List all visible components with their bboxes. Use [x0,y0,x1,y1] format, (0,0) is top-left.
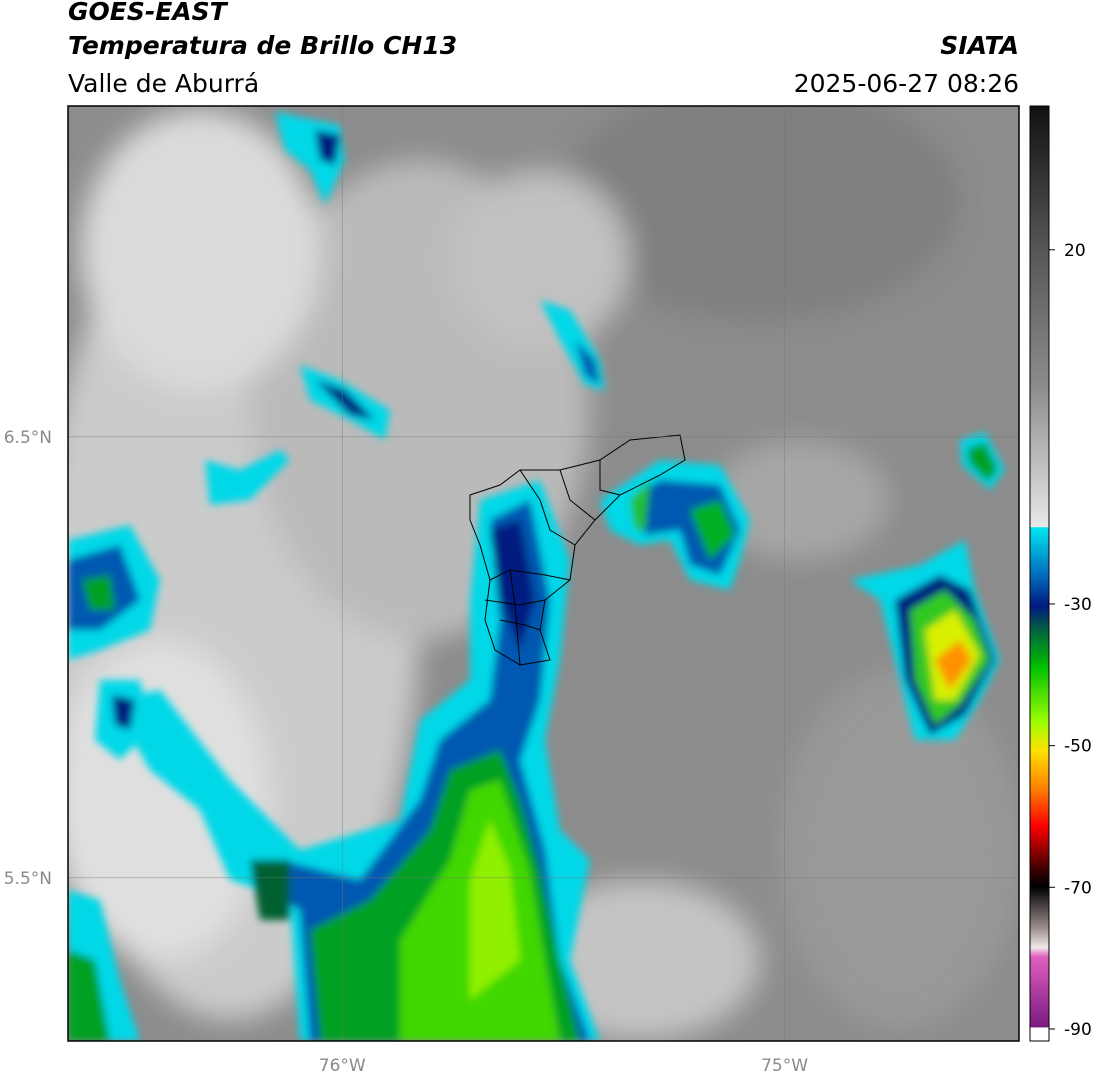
satellite-image [68,106,1019,1041]
title: GOES-EAST [68,0,229,26]
lon-tick-label: 75°W [761,1056,808,1076]
colorbar-tick-label: 20 [1064,241,1086,261]
region: Valle de Aburrá [68,69,259,98]
colorbar-tick-label: -70 [1064,878,1092,898]
subtitle: Temperatura de Brillo CH13 [68,31,457,60]
colorbar-tick-label: -90 [1064,1020,1092,1040]
source: SIATA [940,31,1019,60]
colorbar-tick-label: -50 [1064,737,1092,757]
colorbar-tick-label: -30 [1064,595,1092,615]
lat-tick-label: 6.5°N [4,428,52,448]
map-frame [67,105,1020,1042]
colorbar [1029,105,1050,1042]
lat-tick-label: 5.5°N [4,869,52,889]
lon-tick-label: 76°W [319,1056,366,1076]
datetime: 2025-06-27 08:26 [794,69,1019,98]
graticule [68,106,1019,1041]
